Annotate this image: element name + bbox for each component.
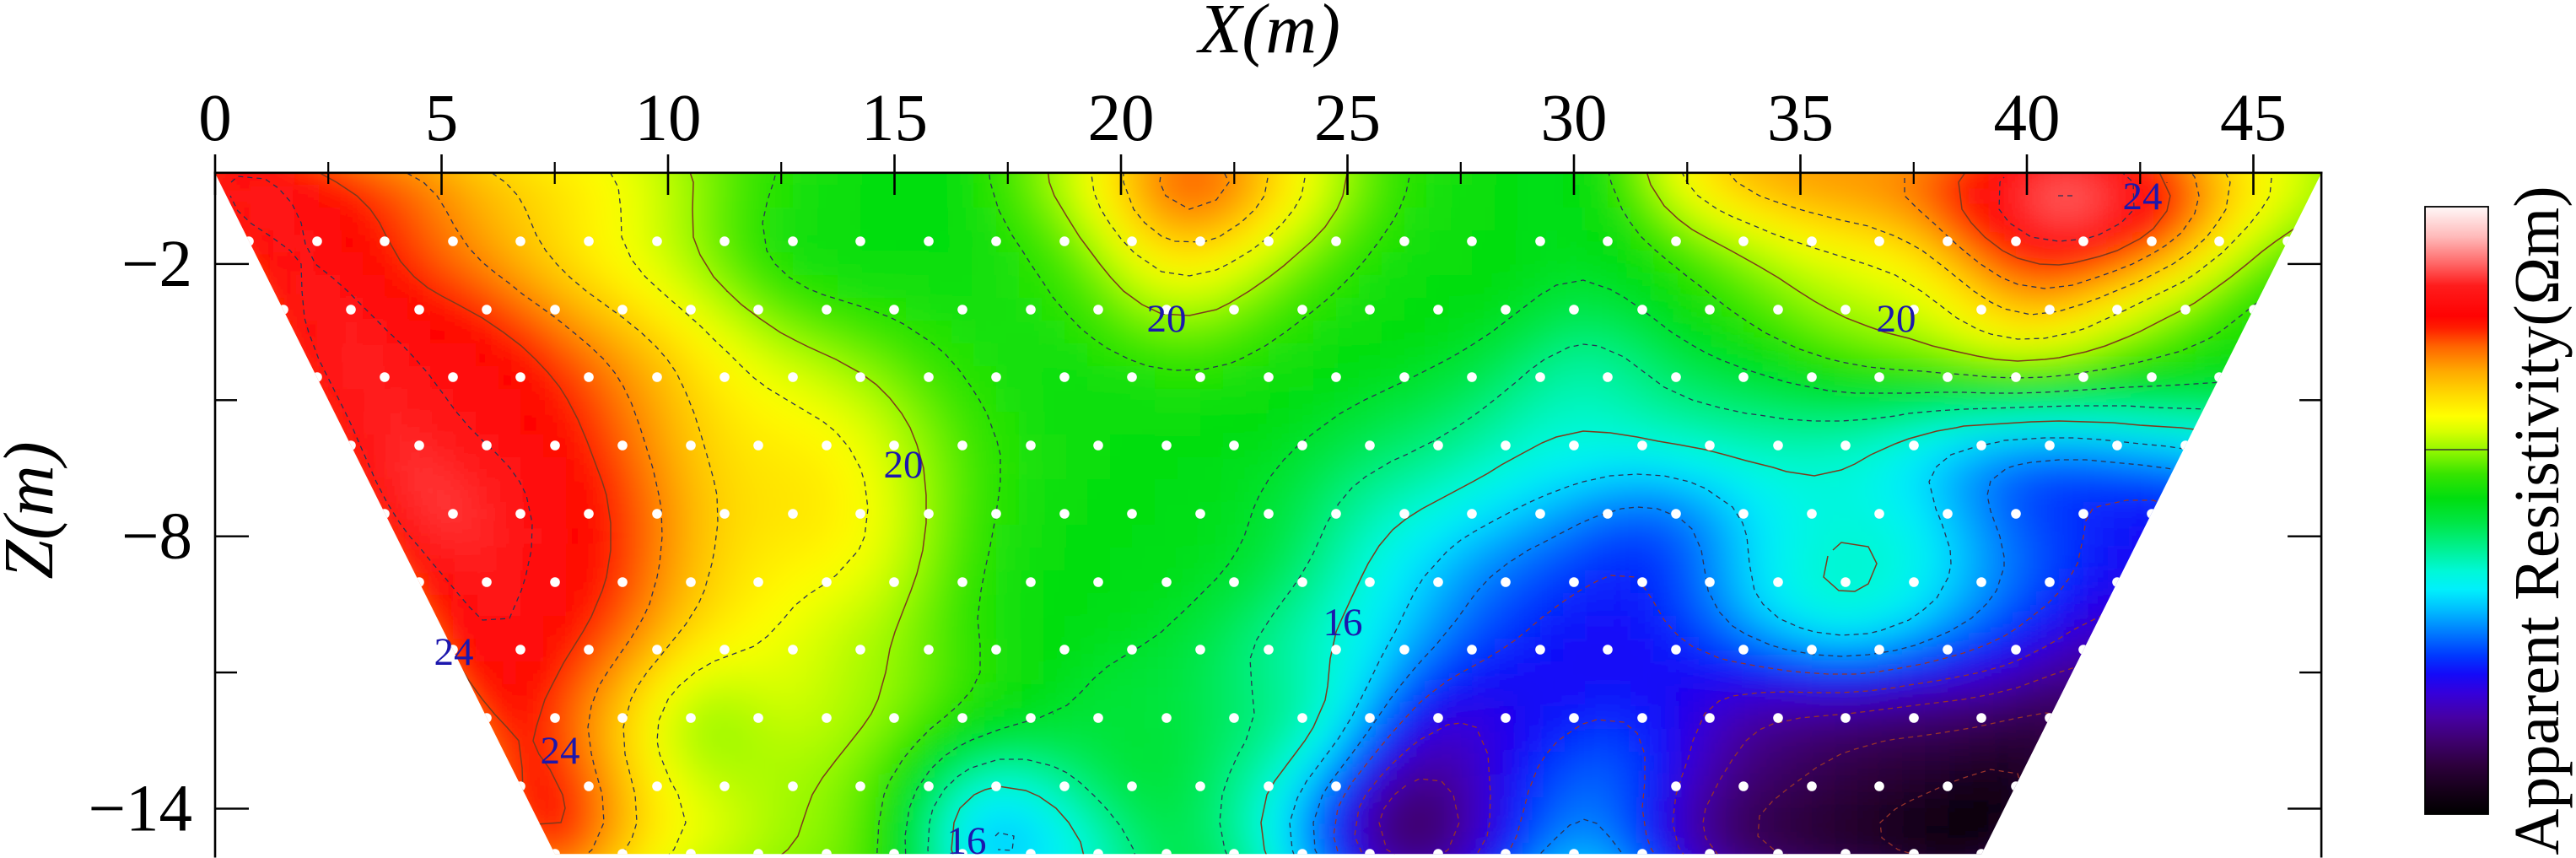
svg-text:X(m): X(m) [1196,0,1340,68]
svg-text:0: 0 [198,82,232,155]
svg-text:10: 10 [635,82,702,155]
svg-text:24: 24 [2123,175,2163,219]
svg-text:20: 20 [1877,297,1916,341]
svg-text:16: 16 [947,819,987,858]
svg-text:−2: −2 [121,228,192,301]
svg-text:30: 30 [1541,82,1608,155]
svg-text:15: 15 [861,82,928,155]
svg-text:20: 20 [884,443,924,487]
svg-text:45: 45 [2220,82,2287,155]
svg-text:5: 5 [425,82,459,155]
svg-text:Z(m): Z(m) [0,441,68,579]
svg-text:40: 40 [1994,82,2061,155]
svg-text:16: 16 [1323,601,1363,645]
svg-text:24: 24 [541,729,580,773]
svg-text:−8: −8 [121,500,192,574]
svg-text:20: 20 [1147,297,1187,341]
svg-text:35: 35 [1767,82,1834,155]
svg-text:Apparent Resistivity(Ωm): Apparent Resistivity(Ωm) [2502,186,2573,855]
svg-text:25: 25 [1314,82,1381,155]
svg-text:24: 24 [434,630,474,674]
svg-text:20: 20 [1088,82,1155,155]
svg-text:−14: −14 [88,773,192,846]
